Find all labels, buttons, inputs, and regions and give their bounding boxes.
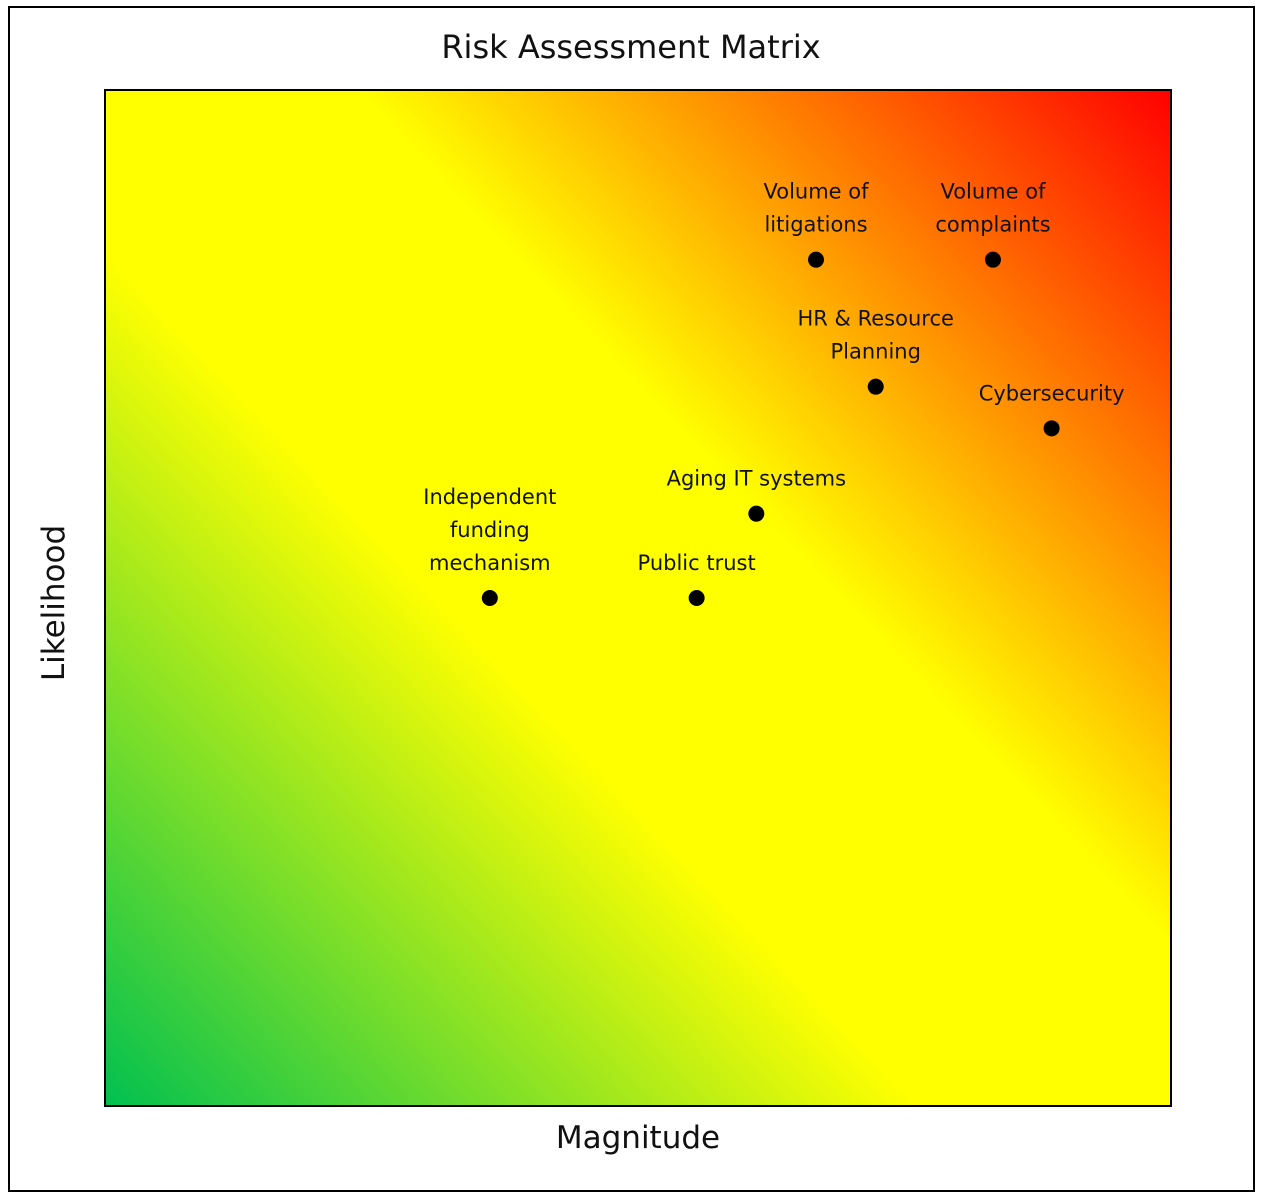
risk-point-label: Public trust <box>638 551 756 575</box>
risk-point-marker <box>1043 420 1060 437</box>
risk-point-label: mechanism <box>429 551 551 575</box>
risk-point-marker <box>867 378 884 395</box>
x-axis-label: Magnitude <box>556 1120 720 1156</box>
risk-point-label: Volume of <box>764 180 870 204</box>
risk-point-marker <box>688 590 705 606</box>
risk-point-marker <box>481 590 498 606</box>
points-layer: Volume of litigations Volume of complaints H… <box>423 180 1125 606</box>
y-axis-label: Likelihood <box>36 525 72 681</box>
risk-point-label: funding <box>450 518 530 542</box>
risk-point-label: litigations <box>764 213 867 237</box>
chart-title: Risk Assessment Matrix <box>441 28 820 66</box>
risk-point-marker <box>984 251 1001 268</box>
risk-point-marker <box>808 251 825 268</box>
risk-point-label: HR & Resource <box>798 307 954 331</box>
risk-point-label: Aging IT systems <box>667 467 846 491</box>
risk-point-label: Independent <box>423 485 556 509</box>
risk-point-marker <box>748 505 765 522</box>
plot-area <box>104 89 1172 1107</box>
risk-point-label: Planning <box>830 340 920 364</box>
risk-point-label: complaints <box>935 213 1050 237</box>
risk-point-label: Cybersecurity <box>979 381 1125 405</box>
risk-point-label: Volume of <box>940 180 1046 204</box>
